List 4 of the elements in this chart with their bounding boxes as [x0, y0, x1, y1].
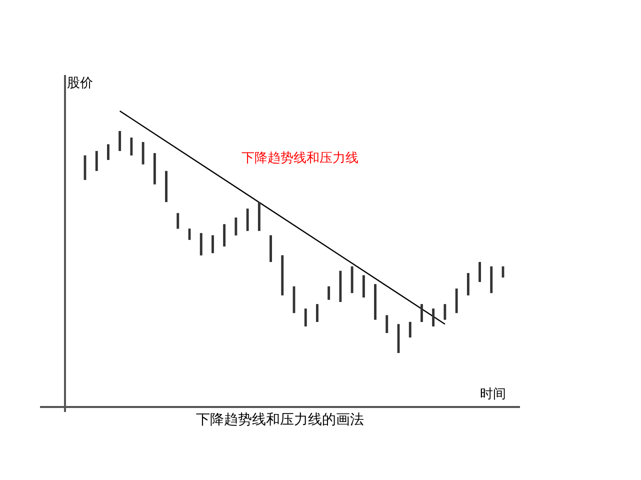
y-axis-title: 股价 [67, 75, 93, 90]
text: 下降趋势线和压力线的画法 [196, 411, 364, 427]
annotation: 下降趋势线和压力线 [242, 150, 358, 165]
x-axis-title: 时间 [480, 386, 506, 401]
